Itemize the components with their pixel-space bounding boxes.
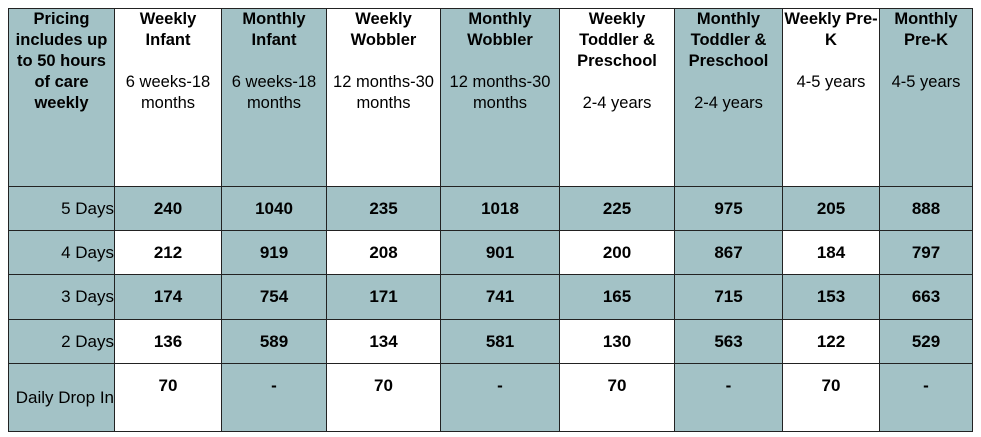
- price-cell: 867: [674, 230, 783, 275]
- price-cell: 797: [879, 230, 973, 275]
- price-cell: 1018: [440, 186, 560, 231]
- price-cell: 741: [440, 274, 560, 320]
- price-cell: 212: [114, 230, 222, 275]
- price-cell: 529: [879, 319, 973, 364]
- price-cell: 715: [674, 274, 783, 320]
- price-cell: 174: [114, 274, 222, 320]
- price-cell: 754: [221, 274, 327, 320]
- price-cell: 563: [674, 319, 783, 364]
- price-cell: 975: [674, 186, 783, 231]
- col-age: 4-5 years: [796, 73, 866, 91]
- table-row: 2 Days 136 589 134 581 130 563 122 529: [8, 319, 973, 364]
- price-cell: 171: [326, 274, 441, 320]
- corner-label: Pricing includes up to 50 hours of care …: [8, 8, 115, 187]
- price-cell: 200: [559, 230, 675, 275]
- row-label: Daily Drop In: [8, 363, 115, 432]
- price-cell: 134: [326, 319, 441, 364]
- col-header-weekly-prek: Weekly Pre-K 4-5 years: [782, 8, 880, 187]
- price-cell: -: [879, 363, 973, 432]
- price-cell: 122: [782, 319, 880, 364]
- price-cell: 70: [559, 363, 675, 432]
- price-cell: 70: [326, 363, 441, 432]
- col-age: 12 months-30 months: [449, 73, 551, 112]
- price-cell: 663: [879, 274, 973, 320]
- price-cell: 136: [114, 319, 222, 364]
- row-label: 5 Days: [8, 186, 115, 231]
- price-cell: 240: [114, 186, 222, 231]
- col-title: Monthly Infant: [242, 10, 306, 49]
- col-header-monthly-wobbler: Monthly Wobbler 12 months-30 months: [440, 8, 560, 187]
- price-cell: 589: [221, 319, 327, 364]
- price-cell: 130: [559, 319, 675, 364]
- col-header-weekly-wobbler: Weekly Wobbler 12 months-30 months: [326, 8, 441, 187]
- col-title: Monthly Toddler & Preschool: [688, 10, 769, 70]
- col-title: Monthly Pre-K: [894, 10, 958, 49]
- price-cell: 919: [221, 230, 327, 275]
- price-cell: 901: [440, 230, 560, 275]
- price-cell: 70: [782, 363, 880, 432]
- price-cell: 1040: [221, 186, 327, 231]
- row-label: 3 Days: [8, 274, 115, 320]
- col-title: Weekly Toddler & Preschool: [577, 10, 657, 70]
- pricing-table: Pricing includes up to 50 hours of care …: [8, 8, 973, 432]
- table-row: 3 Days 174 754 171 741 165 715 153 663: [8, 274, 973, 320]
- col-header-weekly-toddler: Weekly Toddler & Preschool 2-4 years: [559, 8, 675, 187]
- price-cell: 184: [782, 230, 880, 275]
- price-cell: -: [221, 363, 327, 432]
- price-cell: -: [674, 363, 783, 432]
- col-age: 4-5 years: [891, 73, 961, 91]
- col-age: 12 months-30 months: [333, 73, 434, 112]
- col-age: 2-4 years: [694, 94, 763, 112]
- col-title: Weekly Wobbler: [350, 10, 417, 49]
- price-cell: -: [440, 363, 560, 432]
- row-label: 2 Days: [8, 319, 115, 364]
- price-cell: 153: [782, 274, 880, 320]
- table-row: Daily Drop In 70 - 70 - 70 - 70 -: [8, 363, 973, 432]
- col-header-weekly-infant: Weekly Infant 6 weeks-18 months: [114, 8, 222, 187]
- col-title: Weekly Infant: [139, 10, 197, 49]
- price-cell: 70: [114, 363, 222, 432]
- row-label: 4 Days: [8, 230, 115, 275]
- col-age: 2-4 years: [582, 94, 652, 112]
- price-cell: 225: [559, 186, 675, 231]
- col-header-monthly-prek: Monthly Pre-K 4-5 years: [879, 8, 973, 187]
- price-cell: 208: [326, 230, 441, 275]
- header-row: Pricing includes up to 50 hours of care …: [8, 8, 973, 187]
- col-title: Monthly Wobbler: [467, 10, 533, 49]
- col-header-monthly-infant: Monthly Infant 6 weeks-18 months: [221, 8, 327, 187]
- table-row: 5 Days 240 1040 235 1018 225 975 205 888: [8, 186, 973, 231]
- col-header-monthly-toddler: Monthly Toddler & Preschool 2-4 years: [674, 8, 783, 187]
- price-cell: 235: [326, 186, 441, 231]
- price-cell: 581: [440, 319, 560, 364]
- col-age: 6 weeks-18 months: [231, 73, 317, 112]
- price-cell: 205: [782, 186, 880, 231]
- price-cell: 888: [879, 186, 973, 231]
- table-row: 4 Days 212 919 208 901 200 867 184 797: [8, 230, 973, 275]
- col-age: 6 weeks-18 months: [125, 73, 211, 112]
- price-cell: 165: [559, 274, 675, 320]
- col-title: Weekly Pre-K: [784, 10, 878, 49]
